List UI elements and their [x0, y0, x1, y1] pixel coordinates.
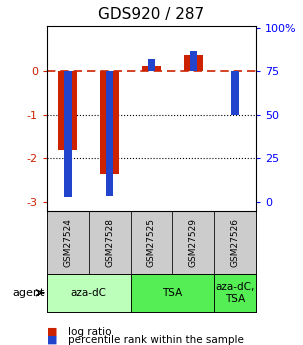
Text: agent: agent: [12, 288, 45, 298]
Bar: [47, 274, 131, 312]
Text: ■: ■: [47, 327, 58, 337]
Text: GSM27529: GSM27529: [189, 218, 198, 267]
Bar: [231, 71, 239, 115]
Bar: [100, 71, 119, 174]
Text: GSM27525: GSM27525: [147, 218, 156, 267]
Title: GDS920 / 287: GDS920 / 287: [98, 7, 205, 22]
Bar: [184, 55, 203, 71]
Text: aza-dC: aza-dC: [71, 288, 107, 298]
Text: TSA: TSA: [162, 288, 182, 298]
Bar: [142, 66, 161, 71]
Text: GSM27528: GSM27528: [105, 218, 114, 267]
Bar: [214, 274, 256, 312]
Bar: [89, 210, 131, 274]
Bar: [58, 71, 77, 150]
Bar: [148, 59, 155, 71]
Bar: [190, 51, 197, 71]
Text: GSM27526: GSM27526: [231, 218, 240, 267]
Bar: [214, 210, 256, 274]
Text: GSM27524: GSM27524: [63, 218, 72, 267]
Bar: [47, 210, 89, 274]
Bar: [172, 210, 214, 274]
Text: ■: ■: [47, 335, 58, 345]
Bar: [131, 210, 172, 274]
Bar: [64, 71, 72, 197]
Bar: [106, 71, 113, 196]
Text: percentile rank within the sample: percentile rank within the sample: [68, 335, 244, 345]
Text: log ratio: log ratio: [68, 327, 112, 337]
Bar: [131, 274, 214, 312]
Text: aza-dC,
TSA: aza-dC, TSA: [215, 282, 255, 304]
